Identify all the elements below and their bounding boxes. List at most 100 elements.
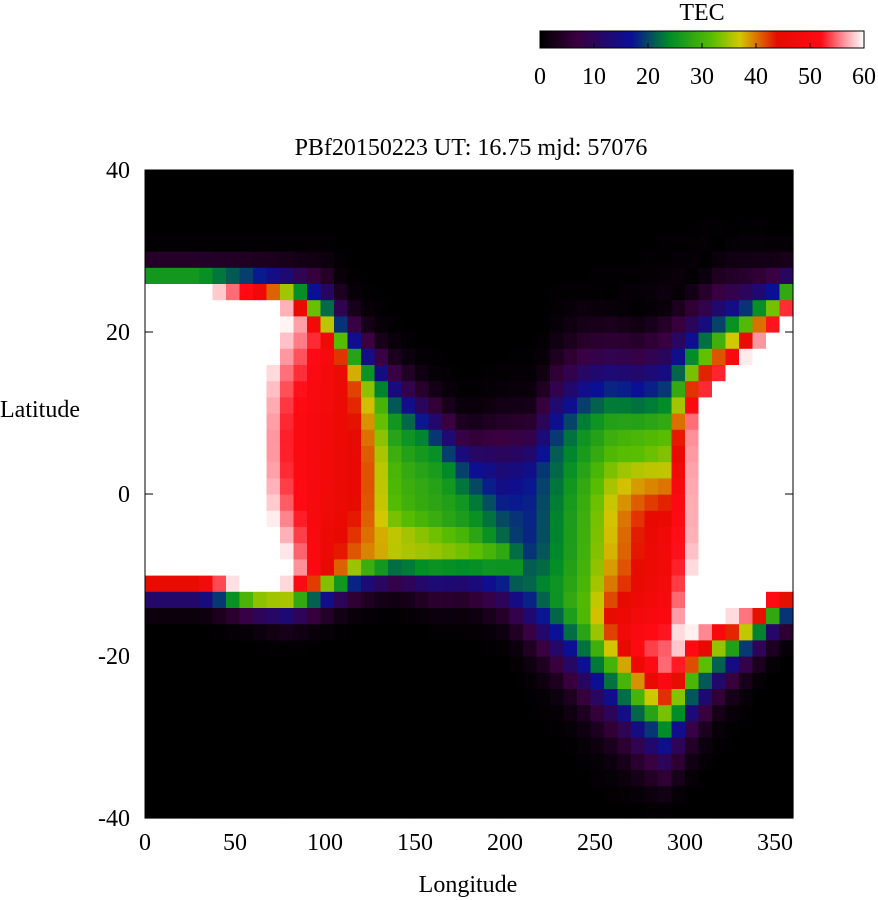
heatmap-cell bbox=[469, 639, 484, 657]
heatmap-cell bbox=[347, 575, 362, 592]
heatmap-cell bbox=[212, 494, 227, 511]
heatmap-cell bbox=[752, 575, 767, 592]
heatmap-cell bbox=[577, 315, 592, 333]
heatmap-cell bbox=[212, 461, 227, 479]
heatmap-cell bbox=[172, 542, 187, 560]
heatmap-cell bbox=[658, 445, 673, 463]
heatmap-cell bbox=[320, 672, 335, 689]
heatmap-cell bbox=[509, 332, 524, 349]
heatmap-cell bbox=[266, 591, 281, 608]
heatmap-cell bbox=[563, 348, 578, 365]
heatmap-cell bbox=[509, 558, 524, 576]
heatmap-cell bbox=[172, 623, 187, 641]
heatmap-cell bbox=[185, 267, 200, 284]
heatmap-cell bbox=[334, 623, 349, 641]
heatmap-cell bbox=[145, 526, 160, 544]
heatmap-cell bbox=[334, 753, 349, 770]
heatmap-cell bbox=[482, 623, 497, 641]
heatmap-cell bbox=[401, 396, 416, 414]
heatmap-cell bbox=[577, 656, 592, 673]
heatmap-cell bbox=[158, 510, 173, 527]
heatmap-cell bbox=[712, 429, 727, 446]
heatmap-cell bbox=[158, 591, 173, 608]
heatmap-cell bbox=[712, 170, 727, 187]
heatmap-cell bbox=[145, 688, 160, 706]
y-axis-label: Latitude bbox=[0, 397, 80, 423]
heatmap-cell bbox=[604, 542, 619, 560]
heatmap-cell bbox=[185, 769, 200, 787]
heatmap-cell bbox=[293, 494, 308, 511]
heatmap-cell bbox=[212, 218, 227, 236]
heatmap-cell bbox=[469, 332, 484, 349]
heatmap-cell bbox=[320, 639, 335, 657]
heatmap-cell bbox=[199, 413, 214, 430]
heatmap-cell bbox=[658, 575, 673, 592]
heatmap-cell bbox=[482, 510, 497, 527]
heatmap-cell bbox=[509, 753, 524, 770]
heatmap-cell bbox=[455, 477, 470, 495]
heatmap-cell bbox=[671, 461, 686, 479]
heatmap-cell bbox=[415, 607, 430, 625]
heatmap-cell bbox=[766, 299, 781, 317]
heatmap-cell bbox=[442, 720, 457, 738]
heatmap-cell bbox=[428, 526, 443, 544]
heatmap-cell bbox=[496, 170, 511, 187]
heatmap-cell bbox=[334, 607, 349, 625]
heatmap-cell bbox=[334, 332, 349, 349]
heatmap-cell bbox=[226, 170, 241, 187]
heatmap-cell bbox=[320, 656, 335, 673]
heatmap-cell bbox=[752, 445, 767, 463]
heatmap-cell bbox=[442, 558, 457, 576]
heatmap-cell bbox=[469, 623, 484, 641]
heatmap-cell bbox=[496, 704, 511, 722]
heatmap-cell bbox=[536, 785, 551, 803]
heatmap-cell bbox=[563, 623, 578, 641]
heatmap-cell bbox=[469, 801, 484, 819]
y-tick-label: 0 bbox=[118, 482, 130, 508]
heatmap-cell bbox=[509, 348, 524, 365]
heatmap-cell bbox=[293, 364, 308, 382]
heatmap-cell bbox=[482, 170, 497, 187]
heatmap-cell bbox=[617, 720, 632, 738]
heatmap-cell bbox=[388, 591, 403, 608]
heatmap-cell bbox=[415, 461, 430, 479]
heatmap-cell bbox=[374, 445, 389, 463]
heatmap-cell bbox=[766, 202, 781, 220]
heatmap-cell bbox=[253, 251, 268, 268]
heatmap-cell bbox=[307, 785, 322, 803]
heatmap-cell bbox=[415, 656, 430, 673]
heatmap-cell bbox=[212, 591, 227, 608]
heatmap-cell bbox=[239, 413, 254, 430]
heatmap-cell bbox=[185, 315, 200, 333]
heatmap-cell bbox=[226, 591, 241, 608]
heatmap-cell bbox=[401, 477, 416, 495]
heatmap-cell bbox=[401, 380, 416, 398]
heatmap-cell bbox=[145, 348, 160, 365]
heatmap-cell bbox=[482, 591, 497, 608]
heatmap-cell bbox=[428, 429, 443, 446]
heatmap-cell bbox=[388, 769, 403, 787]
heatmap-cell bbox=[212, 283, 227, 301]
heatmap-cell bbox=[280, 348, 295, 365]
heatmap-cell bbox=[361, 656, 376, 673]
heatmap-cell bbox=[685, 737, 700, 754]
heatmap-cell bbox=[577, 429, 592, 446]
heatmap-cell bbox=[644, 445, 659, 463]
chart-title: PBf20150223 UT: 16.75 mjd: 57076 bbox=[295, 135, 648, 161]
heatmap-cell bbox=[374, 801, 389, 819]
heatmap-cell bbox=[739, 575, 754, 592]
heatmap-cell bbox=[347, 477, 362, 495]
heatmap-cell bbox=[604, 737, 619, 754]
heatmap-cell bbox=[226, 801, 241, 819]
heatmap-cell bbox=[334, 494, 349, 511]
heatmap-cell bbox=[563, 494, 578, 511]
heatmap-cell bbox=[590, 251, 605, 268]
heatmap-cell bbox=[752, 429, 767, 446]
heatmap-cell bbox=[766, 785, 781, 803]
heatmap-cell bbox=[698, 639, 713, 657]
heatmap-cell bbox=[739, 785, 754, 803]
heatmap-cell bbox=[766, 542, 781, 560]
heatmap-cell bbox=[334, 656, 349, 673]
heatmap-cell bbox=[172, 186, 187, 203]
